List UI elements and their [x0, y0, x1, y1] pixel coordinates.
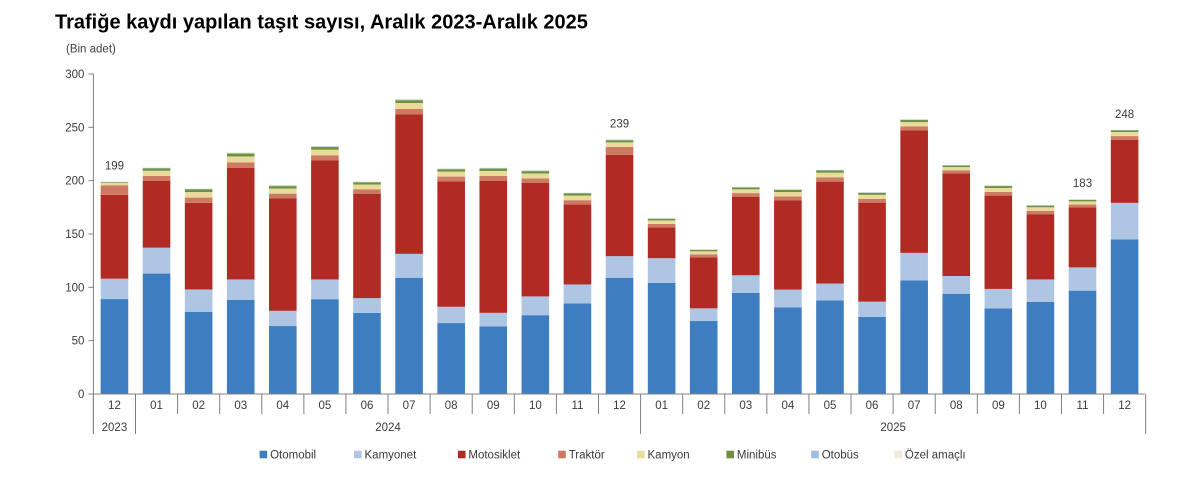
svg-text:05: 05: [318, 400, 331, 412]
svg-text:06: 06: [361, 400, 374, 412]
svg-text:03: 03: [234, 400, 247, 412]
svg-text:199: 199: [105, 161, 124, 173]
svg-text:12: 12: [108, 400, 121, 412]
svg-text:10: 10: [1034, 400, 1047, 412]
svg-text:03: 03: [739, 400, 752, 412]
svg-text:100: 100: [65, 282, 84, 294]
svg-text:300: 300: [65, 69, 84, 81]
svg-text:12: 12: [1118, 400, 1131, 412]
svg-text:08: 08: [445, 400, 458, 412]
svg-text:248: 248: [1115, 109, 1134, 121]
svg-text:(Bin adet): (Bin adet): [66, 44, 116, 56]
svg-text:200: 200: [65, 176, 84, 188]
svg-text:2024: 2024: [375, 422, 401, 434]
svg-text:0: 0: [78, 389, 84, 401]
svg-text:07: 07: [908, 400, 921, 412]
svg-text:Otomobil: Otomobil: [270, 449, 316, 461]
svg-text:239: 239: [610, 118, 629, 130]
svg-text:02: 02: [192, 400, 205, 412]
svg-text:07: 07: [403, 400, 416, 412]
svg-text:Traktör: Traktör: [569, 449, 605, 461]
svg-text:04: 04: [276, 400, 289, 412]
svg-text:2023: 2023: [102, 422, 128, 434]
svg-text:Kamyonet: Kamyonet: [365, 449, 418, 461]
svg-text:183: 183: [1073, 178, 1092, 190]
svg-text:Motosiklet: Motosiklet: [468, 449, 521, 461]
svg-text:10: 10: [529, 400, 542, 412]
svg-text:04: 04: [781, 400, 794, 412]
svg-text:11: 11: [1077, 400, 1089, 412]
svg-text:12: 12: [613, 400, 626, 412]
svg-text:150: 150: [65, 229, 84, 241]
svg-text:09: 09: [992, 400, 1005, 412]
svg-text:Otobüs: Otobüs: [822, 449, 859, 461]
svg-text:50: 50: [72, 336, 85, 348]
svg-text:250: 250: [65, 122, 84, 134]
svg-text:09: 09: [487, 400, 500, 412]
svg-text:01: 01: [150, 400, 163, 412]
svg-text:08: 08: [950, 400, 963, 412]
svg-text:01: 01: [655, 400, 668, 412]
svg-text:Trafiğe kaydı yapılan taşıt sa: Trafiğe kaydı yapılan taşıt sayısı, Aral…: [55, 12, 588, 34]
svg-text:2025: 2025: [880, 422, 906, 434]
svg-text:05: 05: [824, 400, 837, 412]
svg-text:Kamyon: Kamyon: [648, 449, 690, 461]
svg-text:02: 02: [697, 400, 710, 412]
svg-text:11: 11: [571, 400, 583, 412]
svg-text:06: 06: [866, 400, 879, 412]
svg-text:Minibüs: Minibüs: [737, 449, 777, 461]
svg-text:Özel amaçlı: Özel amaçlı: [905, 449, 966, 461]
